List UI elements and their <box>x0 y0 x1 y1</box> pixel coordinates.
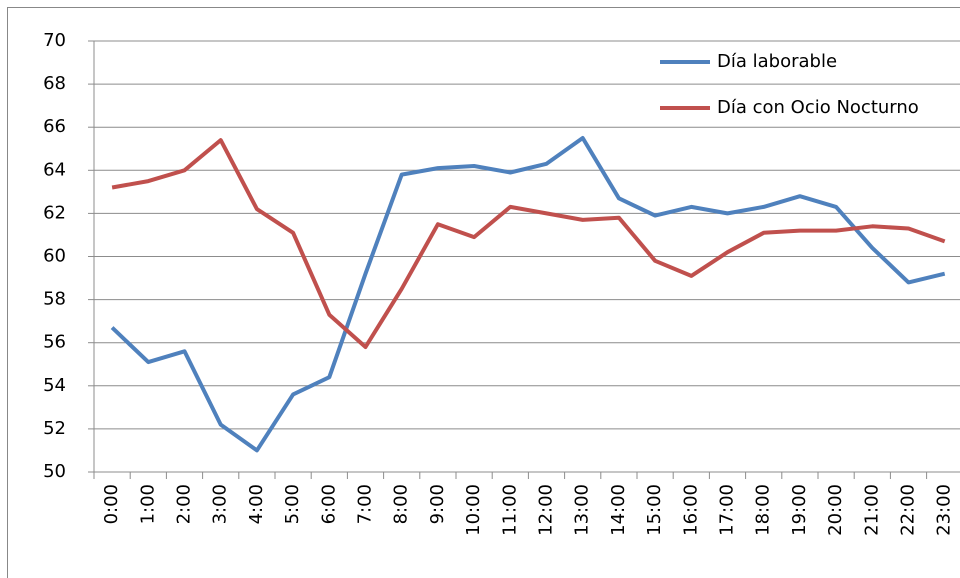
x-tick-label: 15:00 <box>644 484 665 536</box>
x-tick-label: 22:00 <box>898 484 919 536</box>
x-tick-label: 9:00 <box>427 484 448 524</box>
x-tick-label: 17:00 <box>717 484 738 536</box>
series-line <box>110 136 946 453</box>
x-tick-label: 0:00 <box>101 484 122 524</box>
x-tick-label: 10:00 <box>463 484 484 536</box>
x-tick-label: 14:00 <box>608 484 629 536</box>
x-tick-label: 19:00 <box>789 484 810 536</box>
x-tick-label: 5:00 <box>282 484 303 524</box>
x-tick-label: 18:00 <box>753 484 774 536</box>
y-tick-label: 64 <box>43 159 66 180</box>
y-tick-label: 62 <box>43 202 66 223</box>
y-tick-label: 50 <box>43 461 66 482</box>
x-tick-label: 20:00 <box>825 484 846 536</box>
y-tick-label: 52 <box>43 418 66 439</box>
y-tick-label: 68 <box>43 73 66 94</box>
x-tick-label: 4:00 <box>246 484 267 524</box>
x-tick-label: 21:00 <box>861 484 882 536</box>
y-tick-label: 58 <box>43 289 66 310</box>
x-tick-label: 7:00 <box>355 484 376 524</box>
x-tick-label: 6:00 <box>318 484 339 524</box>
y-tick-label: 70 <box>43 30 66 51</box>
series-line <box>111 138 946 349</box>
x-tick-label: 12:00 <box>536 484 557 536</box>
y-tick-label: 56 <box>43 332 66 353</box>
legend-label: Día laborable <box>717 51 837 72</box>
y-tick-label: 66 <box>43 116 66 137</box>
x-tick-label: 23:00 <box>934 484 955 536</box>
x-tick-label: 1:00 <box>137 484 158 524</box>
x-tick-label: 11:00 <box>499 484 520 536</box>
x-tick-label: 3:00 <box>210 484 231 524</box>
x-tick-label: 2:00 <box>174 484 195 524</box>
x-tick-label: 13:00 <box>572 484 593 536</box>
y-tick-label: 60 <box>43 246 66 267</box>
y-tick-label: 54 <box>43 375 66 396</box>
x-tick-label: 8:00 <box>391 484 412 524</box>
legend-label: Día con Ocio Nocturno <box>717 97 919 118</box>
x-tick-label: 16:00 <box>680 484 701 536</box>
chart-frame <box>7 7 960 578</box>
